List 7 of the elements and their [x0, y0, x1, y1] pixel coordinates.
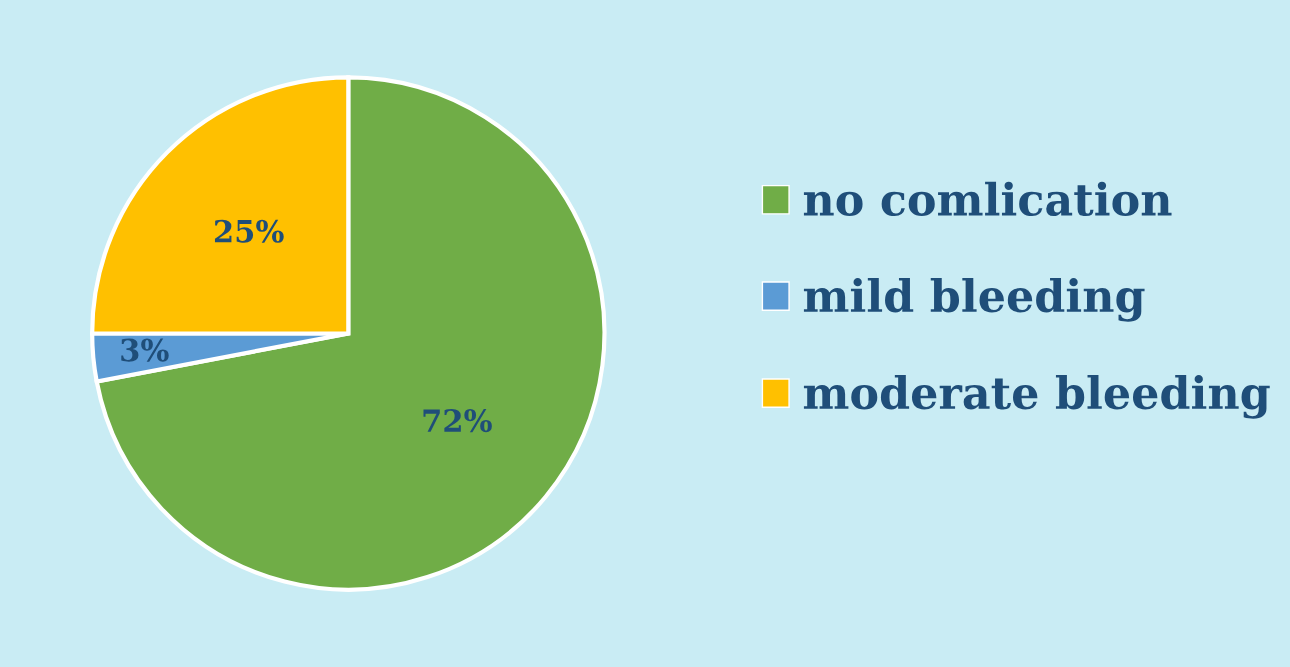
data-label: 72%: [423, 409, 492, 433]
data-label: 25%: [214, 219, 284, 243]
data-label: 3%: [121, 338, 169, 362]
legend-label: no comlication: [803, 181, 1172, 217]
legend-label: mild bleeding: [803, 278, 1145, 322]
legend-label: moderate bleeding: [803, 374, 1270, 419]
pie-slice: [94, 75, 607, 592]
